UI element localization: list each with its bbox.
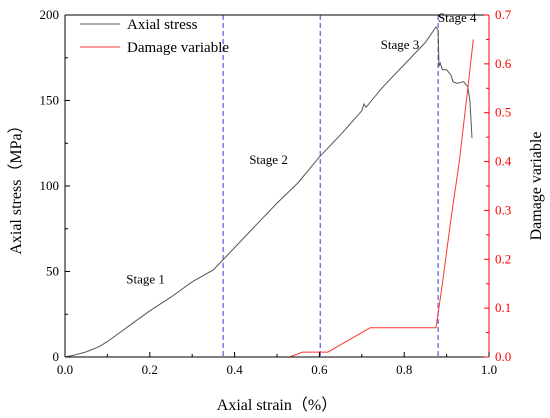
stage-label-4: Stage 4 (438, 10, 477, 25)
y2-tick-label: 0.4 (495, 154, 512, 169)
y2-tick-label: 0.6 (495, 56, 512, 71)
legend-label-2: Damage variable (127, 40, 229, 56)
series-line-axial-stress (64, 26, 473, 358)
y-tick-label: 50 (46, 264, 59, 279)
stage-label-1: Stage 1 (126, 271, 165, 286)
stage-label-2: Stage 2 (249, 152, 288, 167)
series-layer (64, 26, 474, 358)
y-tick-label: 200 (40, 7, 60, 22)
x-tick-label: 0.8 (396, 362, 412, 377)
x-tick-label: 0.2 (142, 362, 158, 377)
y-axis-title: Axial stress（MPa） (7, 117, 25, 254)
stage-lines-layer (222, 15, 439, 357)
y2-tick-label: 0.7 (495, 7, 512, 22)
axes-layer (64, 14, 490, 358)
series-line-damage-variable (289, 39, 474, 358)
y2-tick-label: 0.5 (495, 105, 511, 120)
y-tick-label: 0 (53, 349, 60, 364)
y-tick-label: 150 (40, 93, 60, 108)
stage-label-3: Stage 3 (381, 37, 420, 52)
legend-label-1: Axial stress (127, 17, 198, 33)
y2-tick-label: 0.3 (495, 202, 511, 217)
y-tick-label: 100 (40, 178, 60, 193)
y2-tick-label: 0.0 (495, 349, 511, 364)
x-tick-label: 0.4 (226, 362, 243, 377)
text-layer: 0.0 0.2 0.4 0.6 0.8 1.0 0 50 100 150 200 0.0 0.1 0.2 0… (7, 7, 545, 414)
y2-axis-title: Damage variable (528, 132, 545, 241)
x-axis-title: Axial strain（%） (217, 396, 337, 414)
x-tick-label: 0.0 (57, 362, 73, 377)
y2-tick-label: 0.1 (495, 300, 511, 315)
x-tick-label: 0.6 (311, 362, 328, 377)
legend: Axial stress Damage variable (80, 17, 229, 56)
y2-tick-label: 0.2 (495, 251, 511, 266)
x-tick-label: 1.0 (481, 362, 497, 377)
